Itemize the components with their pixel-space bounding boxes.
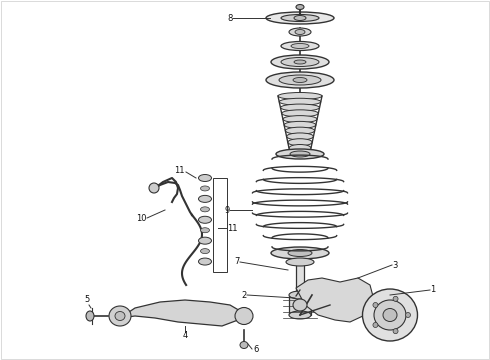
Text: 3: 3 [392,261,397,270]
Ellipse shape [286,258,314,266]
Ellipse shape [200,228,210,233]
Ellipse shape [284,121,316,129]
Ellipse shape [279,75,321,85]
Text: 2: 2 [242,291,247,300]
Ellipse shape [278,93,322,99]
Text: 1: 1 [430,285,435,294]
Ellipse shape [289,144,311,152]
Bar [289,295,311,315]
Ellipse shape [289,28,311,36]
Text: 8: 8 [228,14,233,23]
Ellipse shape [198,216,212,223]
Ellipse shape [293,299,307,311]
Ellipse shape [373,302,378,307]
Text: 7: 7 [235,257,240,266]
Ellipse shape [266,12,334,24]
Ellipse shape [281,41,319,50]
Ellipse shape [281,58,319,67]
Ellipse shape [271,55,329,69]
Ellipse shape [115,311,125,320]
Ellipse shape [271,247,329,259]
Ellipse shape [287,133,314,140]
Ellipse shape [373,323,378,328]
Ellipse shape [283,116,317,123]
Ellipse shape [363,289,417,341]
Ellipse shape [280,104,319,111]
Text: 11: 11 [174,166,185,175]
Ellipse shape [406,312,411,318]
Ellipse shape [290,151,310,157]
Text: 4: 4 [182,332,188,341]
Ellipse shape [289,311,311,319]
Bar [296,262,304,295]
Ellipse shape [198,175,212,181]
Text: 10: 10 [137,213,147,222]
Ellipse shape [288,249,312,257]
Ellipse shape [149,183,159,193]
Text: 9: 9 [225,206,230,215]
Ellipse shape [374,300,406,330]
Ellipse shape [276,149,324,159]
Ellipse shape [279,98,321,105]
Ellipse shape [198,258,212,265]
Ellipse shape [294,15,306,21]
Ellipse shape [295,30,305,35]
Text: 5: 5 [84,296,90,305]
Ellipse shape [393,329,398,334]
Ellipse shape [200,207,210,212]
Ellipse shape [296,5,304,9]
Text: 6: 6 [253,346,258,355]
Ellipse shape [198,237,212,244]
Polygon shape [296,278,374,322]
Text: 11: 11 [227,224,238,233]
Ellipse shape [291,44,309,49]
Bar [213,178,227,272]
Ellipse shape [281,14,319,22]
Ellipse shape [235,307,253,324]
Ellipse shape [393,296,398,301]
Ellipse shape [288,139,312,146]
Ellipse shape [289,291,311,299]
Ellipse shape [86,311,94,321]
Ellipse shape [240,342,248,348]
Ellipse shape [383,309,397,321]
Ellipse shape [200,249,210,253]
Polygon shape [120,300,242,326]
Ellipse shape [109,306,131,326]
Ellipse shape [266,72,334,88]
Ellipse shape [293,77,307,82]
Ellipse shape [282,110,319,117]
Ellipse shape [294,60,306,64]
Ellipse shape [198,195,212,202]
Ellipse shape [200,186,210,191]
Ellipse shape [285,127,315,134]
